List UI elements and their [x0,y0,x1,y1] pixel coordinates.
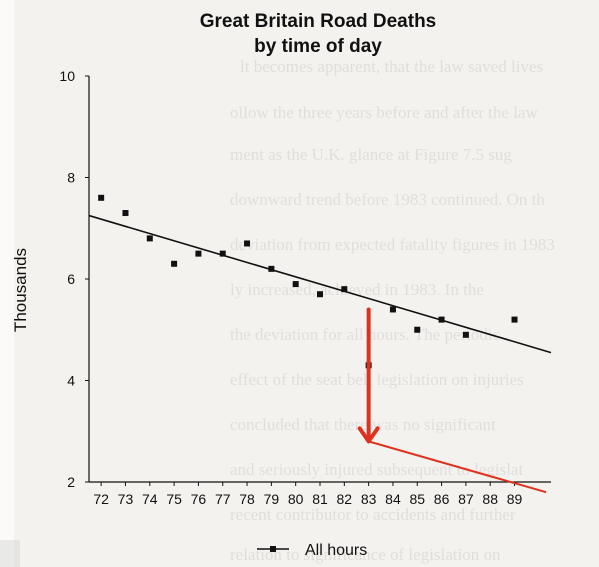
x-tick-label: 80 [288,491,304,507]
legend-marker-swatch [270,546,276,552]
data-point [317,291,323,298]
data-point [341,286,348,293]
x-tick-label: 89 [507,491,523,507]
svg-text:deviation from expected fatali: deviation from expected fatality figures… [230,235,555,254]
svg-text:concluded that there was no si: concluded that there was no significant [230,415,496,434]
data-point [98,194,105,201]
data-point [438,316,445,323]
chart-title: Great Britain Road Deaths by time of day [200,11,437,57]
legend-label-all-hours: All hours [305,542,367,559]
svg-text:the deviation for all hours. T: the deviation for all hours. The periodi… [230,325,501,344]
x-axis-ticks: 72 73 74 75 76 77 78 79 80 81 82 83 84 85 86 87 88 89 [93,482,523,507]
svg-text:downward trend before 1983 con: downward trend before 1983 continued. On… [230,190,545,209]
x-tick-label: 88 [482,491,498,507]
chart-title-line-2: by time of day [254,36,382,57]
x-tick-label: 82 [337,491,353,507]
annotation-arrow [357,307,547,494]
svg-text:recent contributor to accident: recent contributor to accidents and furt… [230,505,516,524]
x-tick-label: 83 [361,491,377,507]
data-point [219,250,226,257]
data-points [98,194,518,369]
annotation-continuation-line [368,440,547,494]
trend-line [88,214,552,354]
y-tick-label: 10 [59,68,75,84]
y-tick-label: 8 [67,170,75,186]
x-tick-label: 77 [215,491,231,507]
svg-text:lt becomes apparent, that the: lt becomes apparent, that the law saved … [240,57,543,76]
x-tick-label: 86 [434,491,450,507]
svg-text:relation to significance of le: relation to significance of legislation … [230,545,501,564]
data-point [389,306,396,313]
data-point [511,316,518,323]
x-tick-label: 87 [458,491,474,507]
x-tick-label: 75 [166,491,182,507]
y-tick-label: 4 [67,373,75,389]
x-tick-label: 76 [191,491,207,507]
data-point [171,260,178,267]
x-tick-label: 81 [312,491,328,507]
x-tick-label: 74 [142,491,158,507]
legend: All hours [257,542,367,559]
data-point [195,250,202,257]
y-tick-label: 2 [67,474,75,490]
y-axis-label: Thousands [11,248,30,332]
x-tick-label: 72 [93,491,109,507]
y-tick-label: 6 [67,271,75,287]
svg-text:ollow the three years before a: ollow the three years before and after t… [230,103,538,122]
x-tick-label: 84 [385,491,401,507]
data-point [244,240,251,247]
x-tick-label: 79 [264,491,280,507]
data-point [146,235,153,242]
x-tick-label: 85 [409,491,425,507]
data-point [122,210,129,217]
data-point [462,331,469,338]
y-axis-ticks: 2 4 6 8 10 [59,68,89,490]
data-point [414,326,421,333]
x-tick-label: 78 [239,491,255,507]
x-tick-label: 73 [118,491,134,507]
chart-title-line-1: Great Britain Road Deaths [200,11,437,32]
svg-text:ment as the U.K. glance at Fig: ment as the U.K. glance at Figure 7.5 su… [230,145,512,164]
svg-text:effect of the seat belt legisl: effect of the seat belt legislation on i… [230,370,524,389]
data-point [268,265,275,272]
data-point [292,281,299,288]
